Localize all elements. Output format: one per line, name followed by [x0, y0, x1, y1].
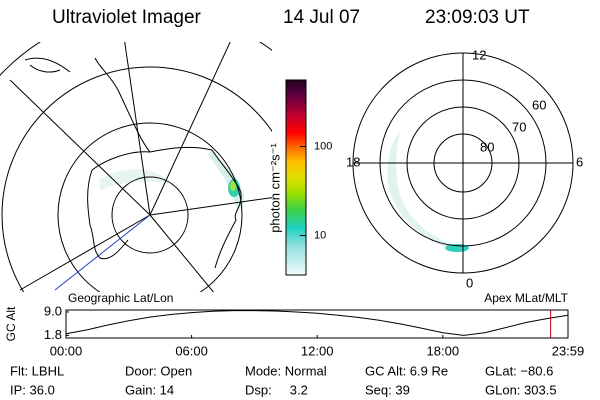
polar-map — [352, 52, 574, 274]
x-tick-label: 23:59 — [552, 343, 585, 358]
y-axis-label: GC Alt — [4, 306, 18, 341]
aurora — [387, 132, 460, 250]
lat-label: 80 — [480, 139, 494, 154]
mlt-label: 0 — [466, 275, 473, 290]
status-field: GLon: 303.5 — [485, 382, 557, 397]
x-tick-label: 06:00 — [175, 343, 208, 358]
x-tick-label: 00:00 — [50, 343, 83, 358]
status-field: IP: 36.0 — [10, 382, 55, 397]
strip-frame — [65, 309, 569, 339]
x-tick-label: 18:00 — [427, 343, 460, 358]
geo-map — [0, 42, 272, 292]
panel-title: Geographic Lat/Lon — [68, 291, 173, 305]
colorbar-label: photon cm⁻²s⁻¹ — [267, 143, 282, 233]
aurora — [230, 181, 236, 191]
lat-label: 60 — [532, 97, 546, 112]
status-field: Door: Open — [125, 363, 192, 378]
altitude-line — [65, 310, 569, 336]
y-tick-label: 1.8 — [44, 327, 62, 342]
status-field: Flt: LBHL — [10, 363, 64, 378]
status-field: Mode: Normal — [245, 363, 327, 378]
date: 14 Jul 07 — [283, 7, 360, 28]
status-field: Gain: 14 — [125, 382, 174, 397]
colorbar-tick-label: 100 — [314, 140, 332, 152]
title: Ultraviolet Imager — [52, 7, 202, 28]
aurora — [208, 150, 245, 210]
status-field: GC Alt: 6.9 Re — [365, 363, 448, 378]
colorbar — [285, 79, 307, 276]
mlt-label: 12 — [472, 47, 486, 62]
colorbar-tick-label: 10 — [314, 229, 326, 241]
mlt-label: 6 — [576, 154, 583, 169]
status-field: Seq: 39 — [365, 382, 410, 397]
y-tick-label: 9.0 — [44, 303, 62, 318]
lat-label: 70 — [512, 119, 526, 134]
x-tick-label: 12:00 — [301, 343, 334, 358]
mlt-label: 18 — [346, 154, 360, 169]
panel-title: Apex MLat/MLT — [484, 291, 568, 305]
status-field: Dsp: 3.2 — [245, 382, 308, 397]
time: 23:09:03 UT — [425, 7, 530, 28]
status-field: GLat: −80.6 — [485, 363, 553, 378]
